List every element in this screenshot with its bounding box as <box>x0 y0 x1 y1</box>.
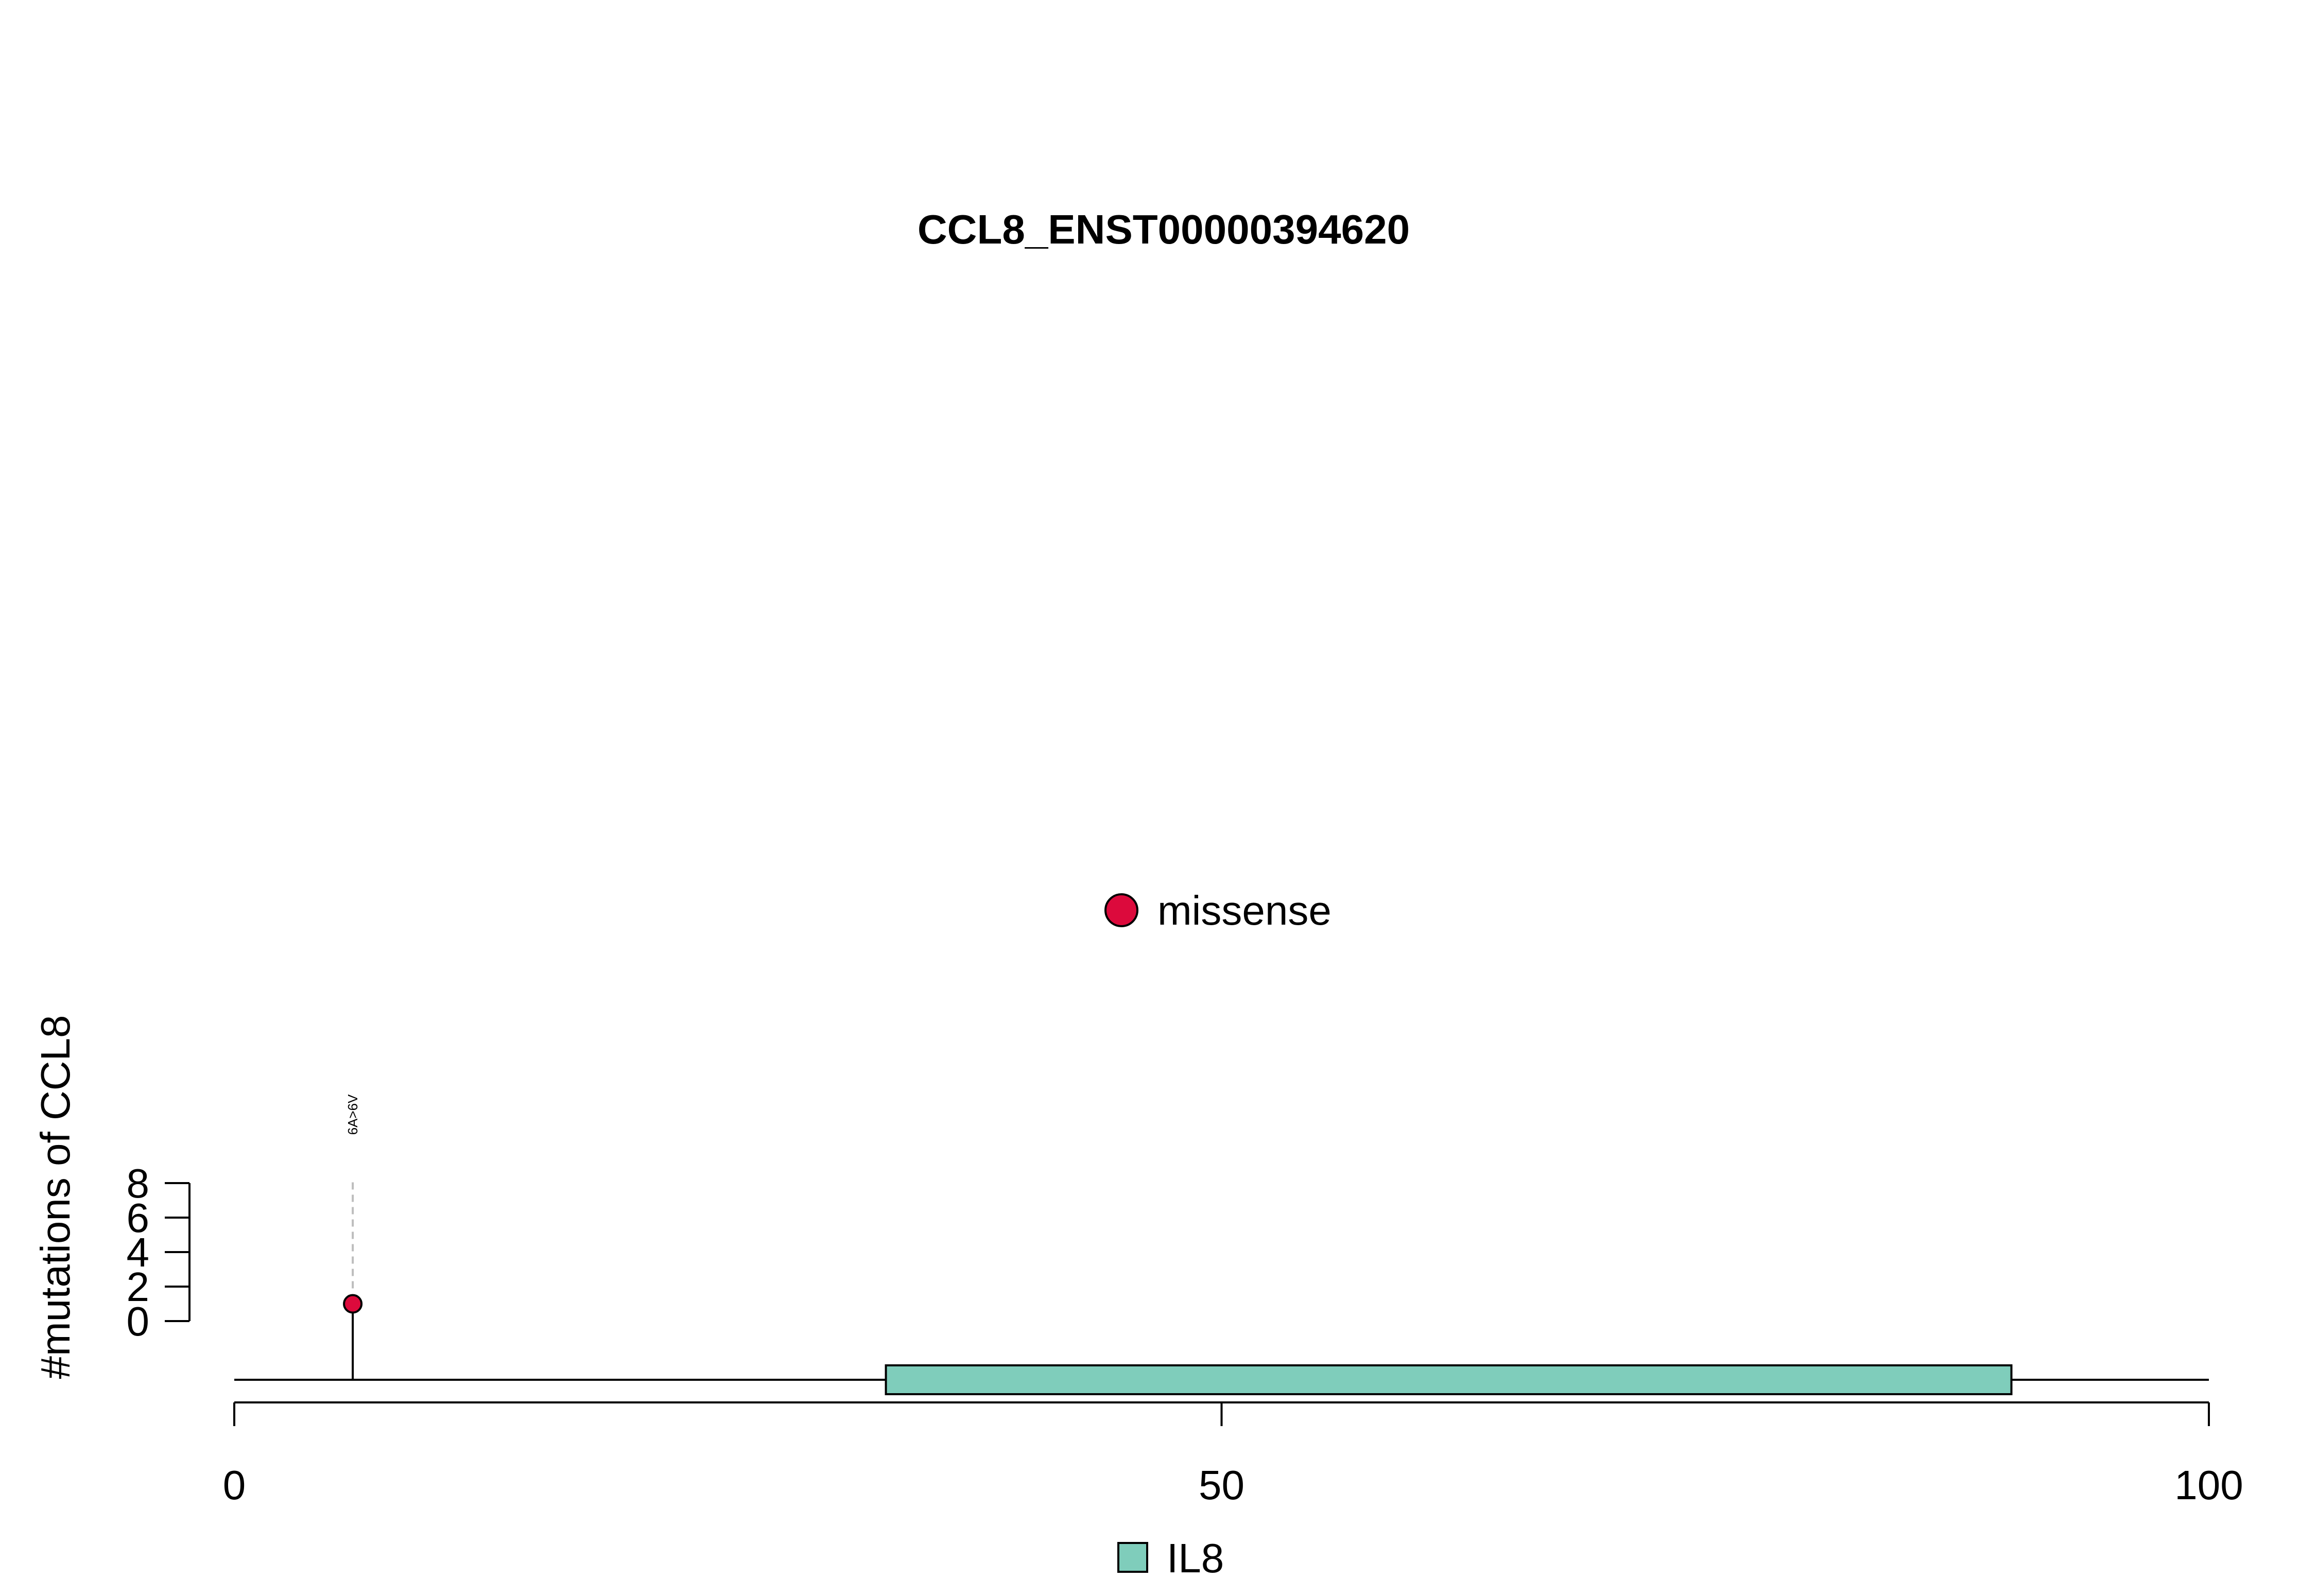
y-axis-label: #mutations of CCL8 <box>32 1015 78 1379</box>
chart-title: CCL8_ENST00000394620 <box>918 206 1410 252</box>
mutation-point <box>343 1294 363 1314</box>
x-tick-label-0: 0 <box>223 1462 246 1508</box>
legend-missense-marker <box>1104 893 1138 927</box>
x-axis-ticks: 0 50 100 <box>223 1402 2243 1508</box>
domain-legend: IL8 <box>1117 1535 1224 1581</box>
mutation-label: 6A>6V <box>345 1094 360 1135</box>
y-tick-label-6: 6 <box>127 1195 150 1241</box>
legend-missense-label: missense <box>1157 888 1332 933</box>
legend-il8-swatch <box>1117 1542 1148 1573</box>
x-tick-label-50: 50 <box>1199 1462 1244 1508</box>
y-tick-label-0: 0 <box>127 1298 150 1344</box>
mutation-legend: missense <box>1104 888 1332 933</box>
y-tick-label-2: 2 <box>127 1264 150 1310</box>
x-axis: 0 50 100 <box>223 1401 2243 1508</box>
y-tick-label-8: 8 <box>127 1160 150 1206</box>
y-tick-label-4: 4 <box>127 1229 150 1275</box>
x-tick-label-100: 100 <box>2174 1462 2243 1508</box>
domain-layer <box>885 1364 2013 1395</box>
legend-il8-label: IL8 <box>1167 1535 1224 1581</box>
domain-il8 <box>885 1364 2013 1395</box>
mutation-layer: 6A>6V <box>343 1094 363 1380</box>
